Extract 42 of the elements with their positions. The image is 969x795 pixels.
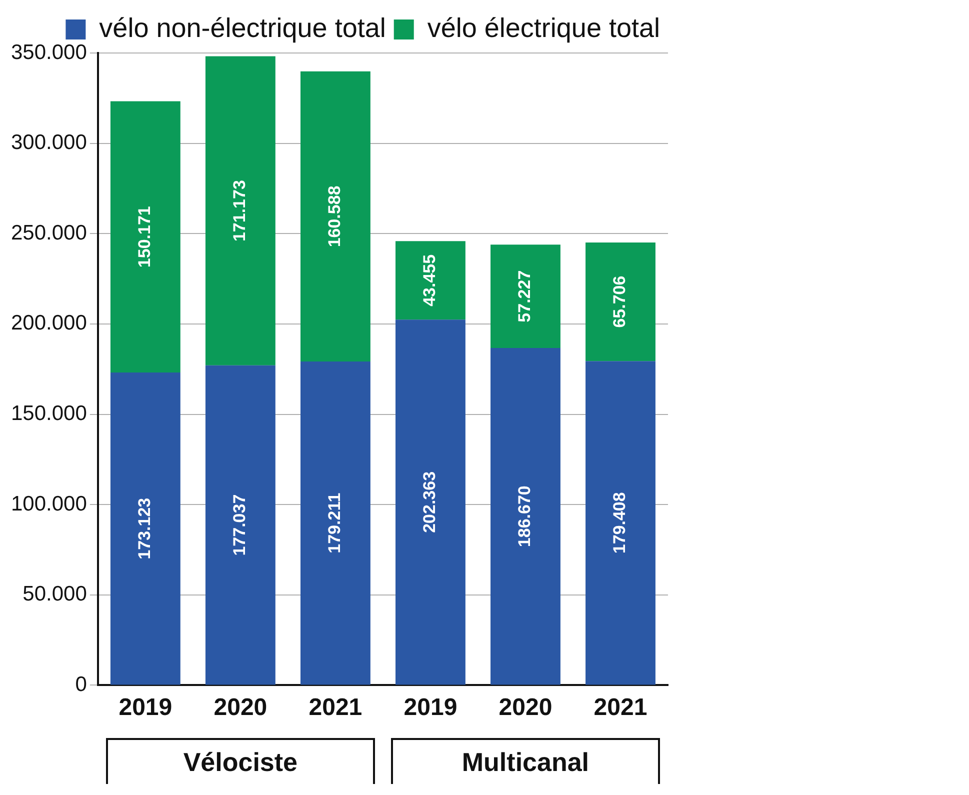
text: Vélociste (183, 746, 298, 778)
bar (586, 361, 656, 685)
y-tick-label: 300.000 (10, 131, 87, 154)
y-tick-label: 100.000 (10, 492, 87, 516)
data-label: 171.173 (230, 180, 250, 242)
bar (205, 56, 276, 366)
x-tick-label: 2021 (308, 694, 362, 722)
bar (490, 348, 560, 685)
data-label: 186.670 (515, 486, 534, 548)
x-tick-label: 2019 (404, 694, 458, 722)
bar (300, 71, 370, 362)
bar (586, 242, 656, 362)
y-tick-label: 150.000 (10, 402, 87, 426)
data-label: 160.588 (325, 186, 344, 248)
data-label: 57.227 (515, 270, 534, 322)
text: Multicanal (462, 746, 590, 778)
y-tick-label: 200.000 (10, 312, 87, 335)
data-label: 177.037 (230, 494, 250, 556)
bar (205, 365, 276, 685)
y-tick-label: 250.000 (10, 221, 87, 244)
data-label: 179.408 (610, 492, 630, 554)
bar (300, 361, 370, 685)
x-tick-label: 2021 (594, 694, 648, 722)
data-label: 65.706 (610, 276, 630, 328)
y-tick-label: 50.000 (22, 582, 87, 606)
bar (110, 372, 180, 685)
x-tick-label: 2019 (118, 694, 172, 722)
x-tick-label: 2020 (498, 694, 552, 722)
legend-label: vélo électrique total (427, 12, 660, 43)
data-label: 150.171 (135, 206, 154, 268)
data-label: 43.455 (420, 254, 440, 306)
data-label: 202.363 (420, 471, 440, 533)
bar (395, 320, 466, 685)
data-label: 173.123 (135, 498, 154, 560)
bar (395, 241, 466, 320)
y-tick-label: 0 (75, 672, 87, 696)
bar (110, 101, 180, 372)
x-tick-label: 2020 (214, 694, 268, 722)
y-tick-label: 350.000 (10, 40, 87, 64)
bar (490, 244, 560, 348)
legend-label: vélo non-électrique total (99, 12, 386, 43)
data-label: 179.211 (325, 492, 344, 554)
